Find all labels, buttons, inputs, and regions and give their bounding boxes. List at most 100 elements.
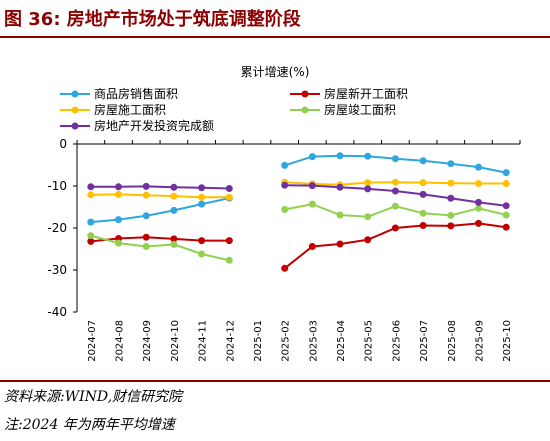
data-point xyxy=(475,198,482,206)
x-tick-label: 2024-07 xyxy=(87,320,98,362)
data-point xyxy=(281,161,289,169)
data-point xyxy=(225,193,233,201)
x-tick-label: 2024-12 xyxy=(225,320,236,362)
data-point xyxy=(142,191,150,199)
x-tick-label: 2025-08 xyxy=(447,320,458,362)
figure-header: 图 36: 房地产市场处于筑底调整阶段 xyxy=(0,0,550,38)
data-point xyxy=(502,169,510,177)
series-group xyxy=(87,152,510,226)
series-layer xyxy=(87,152,510,272)
legend-item: 商品房销售面积 xyxy=(60,86,178,101)
x-tick-label: 2024-11 xyxy=(198,320,209,362)
series-line xyxy=(90,236,230,243)
data-point xyxy=(419,157,427,165)
data-point xyxy=(391,187,399,195)
data-point xyxy=(198,237,206,245)
legend-swatch-marker xyxy=(71,106,79,114)
series-line xyxy=(90,234,230,262)
data-point xyxy=(225,256,233,264)
data-point xyxy=(142,243,150,250)
data-point xyxy=(225,185,233,192)
y-tick-label: -40 xyxy=(47,305,67,319)
legend-item: 房屋新开工面积 xyxy=(290,86,408,101)
y-tick-label: 0 xyxy=(59,137,67,151)
legend-swatch-marker xyxy=(301,106,309,114)
legend-swatch-marker xyxy=(71,90,79,98)
data-point xyxy=(336,152,344,160)
data-point xyxy=(391,224,399,232)
series-group xyxy=(87,200,510,264)
data-point xyxy=(447,179,455,187)
x-tick-label: 2024-10 xyxy=(170,320,181,362)
x-tick-label: 2025-10 xyxy=(502,320,513,362)
x-tick-label: 2025-09 xyxy=(474,320,485,362)
source-note: 资料来源:WIND,财信研究院 xyxy=(4,389,183,405)
data-point xyxy=(364,185,372,193)
data-point xyxy=(364,213,372,221)
data-point xyxy=(419,179,427,187)
data-point xyxy=(87,191,95,199)
data-point xyxy=(447,160,455,168)
data-point xyxy=(419,222,427,229)
data-point xyxy=(281,206,289,213)
data-point xyxy=(115,183,122,191)
series-group xyxy=(87,181,510,210)
x-tick-label: 2025-05 xyxy=(364,320,375,362)
data-point xyxy=(336,183,344,191)
data-point xyxy=(419,209,427,217)
legend-label: 房地产开发投资完成额 xyxy=(94,118,214,133)
data-point xyxy=(475,180,482,187)
figure-title: 图 36: 房地产市场处于筑底调整阶段 xyxy=(4,9,301,30)
series-group xyxy=(87,219,510,272)
footnote: 注:2024 年为两年平均增速 xyxy=(4,417,175,433)
data-point xyxy=(87,237,95,245)
data-point xyxy=(475,204,482,212)
data-point xyxy=(198,200,206,208)
data-point xyxy=(419,190,427,198)
series-line xyxy=(90,193,230,199)
chart-area: 累计增速(%) 商品房销售面积 房屋新开工面积房屋施工面积 房屋竣工面积房地产开发投… xyxy=(0,40,550,380)
legend-swatch-marker xyxy=(301,90,309,98)
data-point xyxy=(391,155,399,163)
data-point xyxy=(447,222,455,230)
data-point xyxy=(391,202,399,210)
footer-divider xyxy=(0,380,550,382)
data-point xyxy=(281,264,289,272)
data-point xyxy=(170,183,178,191)
data-point xyxy=(364,179,372,187)
legend-swatch-marker xyxy=(71,122,79,130)
x-tick-label: 2025-02 xyxy=(281,320,292,362)
data-point xyxy=(308,243,316,250)
data-point xyxy=(115,216,122,224)
series-group xyxy=(87,178,510,201)
data-point xyxy=(142,233,150,241)
data-point xyxy=(502,211,510,219)
data-point xyxy=(502,180,510,187)
legend-label: 房屋施工面积 xyxy=(94,102,166,117)
axes: 0 -10 -20 -30 -40 2024-07 2024-08 2024-09 2024-1… xyxy=(47,137,521,362)
series-line xyxy=(90,185,230,190)
data-point xyxy=(308,200,316,208)
data-point xyxy=(502,223,510,231)
data-point xyxy=(447,211,455,219)
legend-label: 房屋新开工面积 xyxy=(324,86,408,101)
y-tick-label: -10 xyxy=(47,179,67,193)
data-point xyxy=(364,152,372,160)
legend-label: 房屋竣工面积 xyxy=(324,102,396,117)
legend-label: 商品房销售面积 xyxy=(94,86,178,101)
data-point xyxy=(502,202,510,210)
data-point xyxy=(308,182,316,190)
data-point xyxy=(475,163,482,171)
data-point xyxy=(170,235,178,243)
data-point xyxy=(364,236,372,244)
legend-item: 房屋施工面积 xyxy=(60,102,166,117)
data-point xyxy=(336,211,344,219)
x-tick-label: 2024-08 xyxy=(115,320,126,362)
chart-title: 累计增速(%) xyxy=(241,65,310,79)
y-tick-label: -20 xyxy=(47,221,67,235)
y-tick-label: -30 xyxy=(47,263,67,277)
data-point xyxy=(170,206,178,214)
data-point xyxy=(391,178,399,186)
data-point xyxy=(281,181,289,189)
